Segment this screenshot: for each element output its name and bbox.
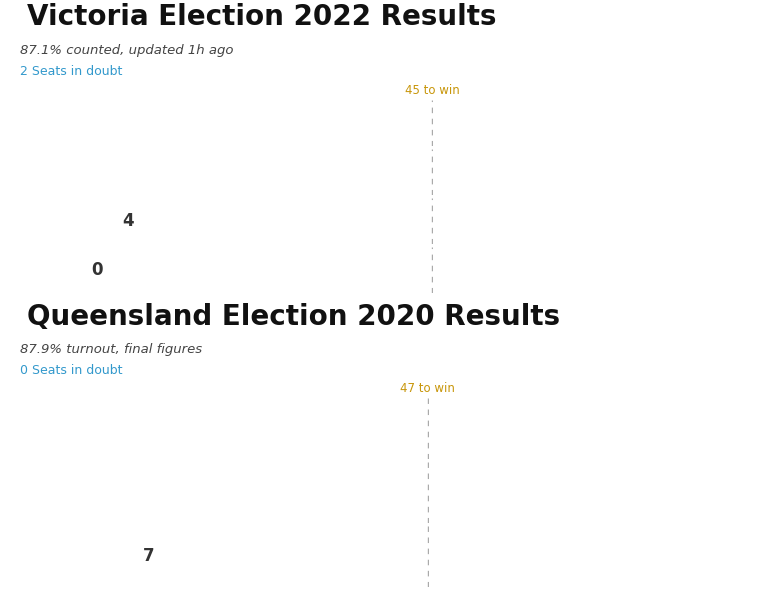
Text: OTH: OTH: [30, 263, 63, 277]
Text: Victoria Election 2022 Results: Victoria Election 2022 Results: [27, 3, 497, 31]
Text: OTH: OTH: [30, 549, 63, 563]
Text: 34: 34: [300, 484, 323, 501]
Text: 0 Seats in doubt: 0 Seats in doubt: [20, 364, 122, 377]
Text: 27: 27: [260, 163, 282, 181]
Text: ALP: ALP: [32, 116, 62, 130]
Text: 55: 55: [477, 114, 500, 132]
Text: 2 Seats in doubt: 2 Seats in doubt: [20, 65, 122, 78]
Text: 52: 52: [432, 419, 455, 437]
Text: Queensland Election 2020 Results: Queensland Election 2020 Results: [27, 303, 561, 331]
Text: GRN: GRN: [30, 214, 64, 228]
Text: 87.9% turnout, final figures: 87.9% turnout, final figures: [20, 343, 202, 356]
Text: 7: 7: [143, 547, 155, 565]
Text: L/NP: L/NP: [29, 165, 65, 179]
Text: LNP: LNP: [31, 485, 63, 500]
Text: 47 to win: 47 to win: [400, 382, 455, 395]
Text: 4: 4: [123, 211, 135, 230]
Text: 0: 0: [91, 261, 103, 279]
Text: ALP: ALP: [32, 421, 62, 435]
Text: 87.1% counted, updated 1h ago: 87.1% counted, updated 1h ago: [20, 43, 233, 56]
Text: 45 to win: 45 to win: [404, 84, 459, 96]
